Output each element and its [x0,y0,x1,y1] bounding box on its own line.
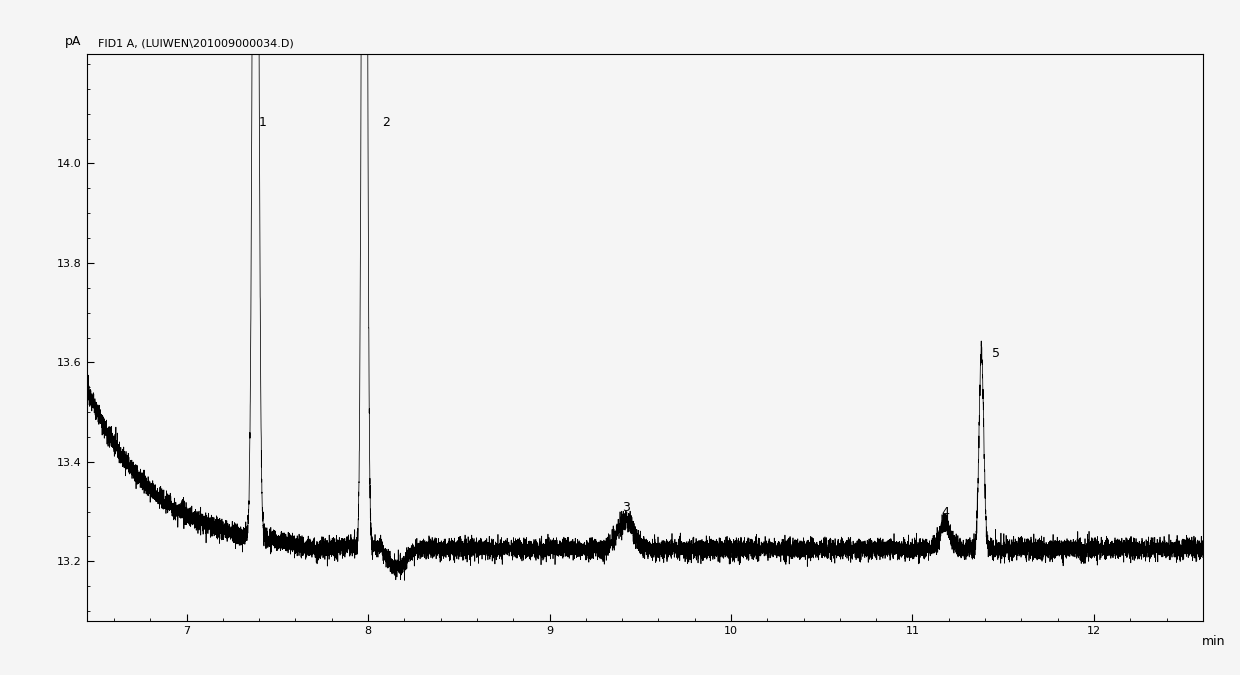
Text: 2: 2 [382,115,391,129]
Text: 4: 4 [941,506,949,519]
Text: 1: 1 [259,115,267,129]
X-axis label: min: min [1203,635,1225,648]
Text: 3: 3 [621,501,630,514]
Text: pA: pA [64,35,82,49]
Text: FID1 A, (LUIWEN\201009000034.D): FID1 A, (LUIWEN\201009000034.D) [98,38,294,49]
Text: 5: 5 [992,347,999,360]
